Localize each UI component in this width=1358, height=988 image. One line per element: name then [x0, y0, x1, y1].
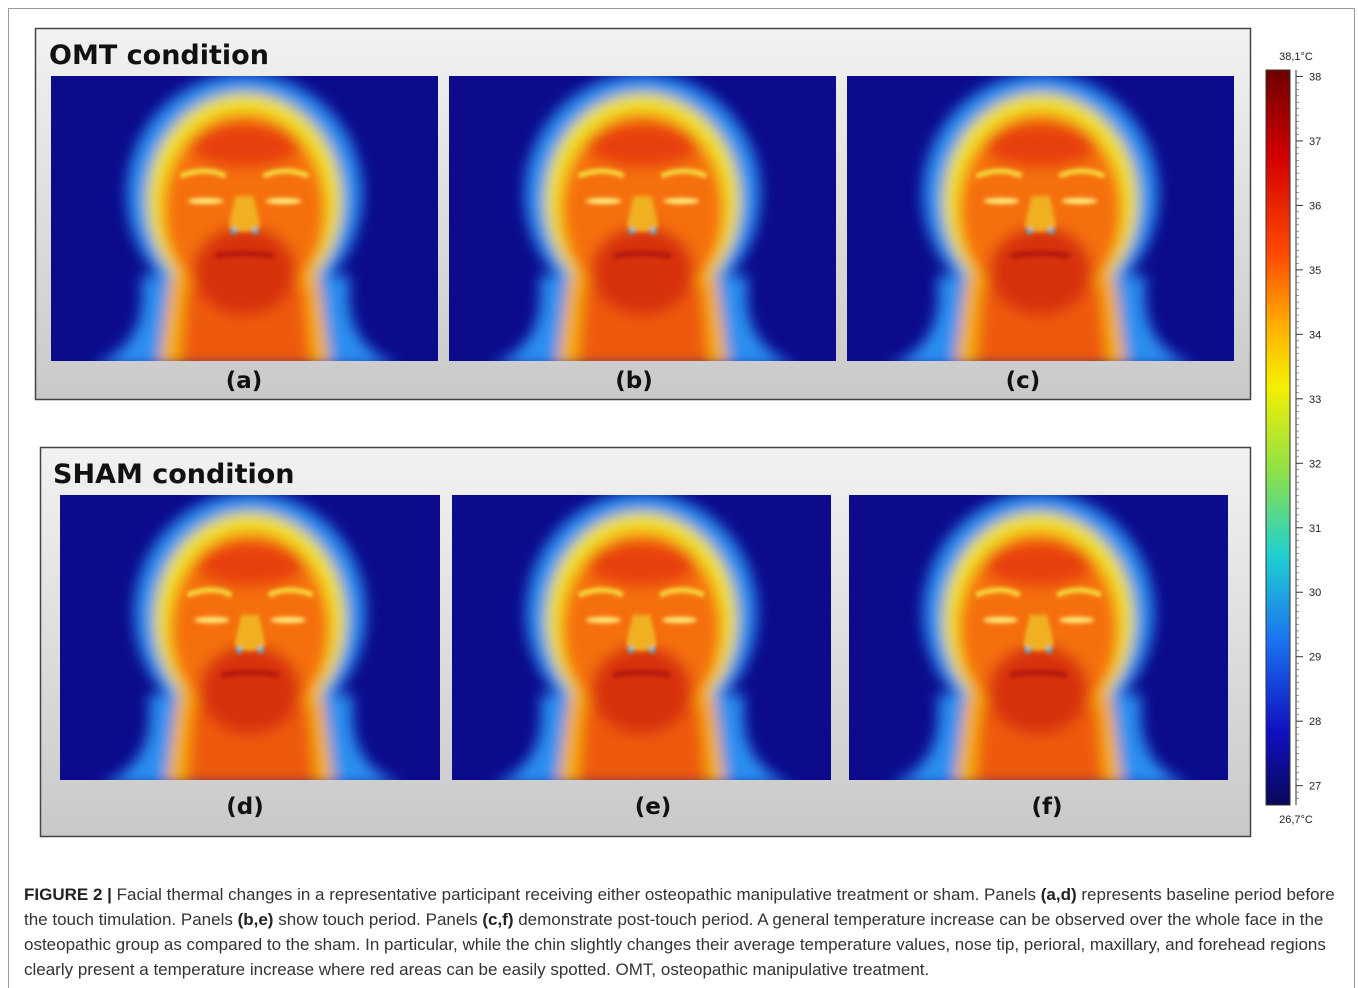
caption-run: represents baseline period before the to…: [24, 885, 1335, 929]
tick-label: 31: [1309, 523, 1321, 535]
caption-run: (b,e): [237, 910, 274, 929]
caption-run: (a,d): [1040, 885, 1077, 904]
caption-run: (c,f): [482, 910, 514, 929]
caption-run: Facial thermal changes in a representati…: [111, 885, 1041, 904]
tick-label: 33: [1309, 394, 1321, 406]
caption-run: show touch period. Panels: [273, 910, 483, 929]
panel-title: SHAM condition: [53, 459, 295, 490]
colorbar-fill: [1265, 69, 1291, 806]
image-label: (d): [226, 794, 264, 820]
tick-label: 30: [1309, 587, 1321, 599]
thermal-image: [452, 493, 831, 785]
colorbar: 38,1°C 26,7°C 38 37 36 35 34 33 32 31 30 29 28 27: [1265, 51, 1321, 826]
thermal-image: [51, 74, 438, 366]
caption-run: FIGURE 2 |: [24, 885, 112, 904]
tick-label: 38: [1309, 71, 1321, 83]
thermal-image: [847, 74, 1234, 366]
caption: FIGURE 2 | Facial thermal changes in a r…: [24, 882, 1336, 982]
tick-label: 36: [1309, 200, 1321, 212]
tick-label: 35: [1309, 265, 1321, 277]
tick-label: 28: [1309, 716, 1321, 728]
colorbar-max-label: 38,1°C: [1279, 51, 1313, 63]
image-label: (c): [1006, 368, 1041, 394]
caption-run: demonstrate post-touch period. A general…: [24, 910, 1326, 979]
image-label: (b): [615, 368, 653, 394]
thermal-image: [60, 493, 440, 785]
tick-label: 29: [1309, 652, 1321, 664]
thermal-image: [449, 74, 836, 366]
colorbar-min-label: 26,7°C: [1279, 814, 1313, 826]
figure-border: [8, 8, 1355, 988]
thermal-image: [849, 493, 1228, 785]
image-label: (e): [635, 794, 672, 820]
tick-label: 27: [1309, 781, 1321, 793]
panel-title: OMT condition: [49, 40, 269, 71]
image-label: (f): [1031, 794, 1062, 820]
image-label: (a): [226, 368, 263, 394]
tick-label: 32: [1309, 458, 1321, 470]
tick-label: 37: [1309, 136, 1321, 148]
tick-label: 34: [1309, 329, 1321, 341]
